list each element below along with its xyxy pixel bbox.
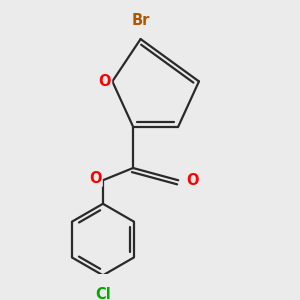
Text: Cl: Cl [95,287,111,300]
Text: O: O [89,171,102,186]
Text: Br: Br [131,13,150,28]
Text: O: O [99,74,111,89]
Text: O: O [186,173,199,188]
